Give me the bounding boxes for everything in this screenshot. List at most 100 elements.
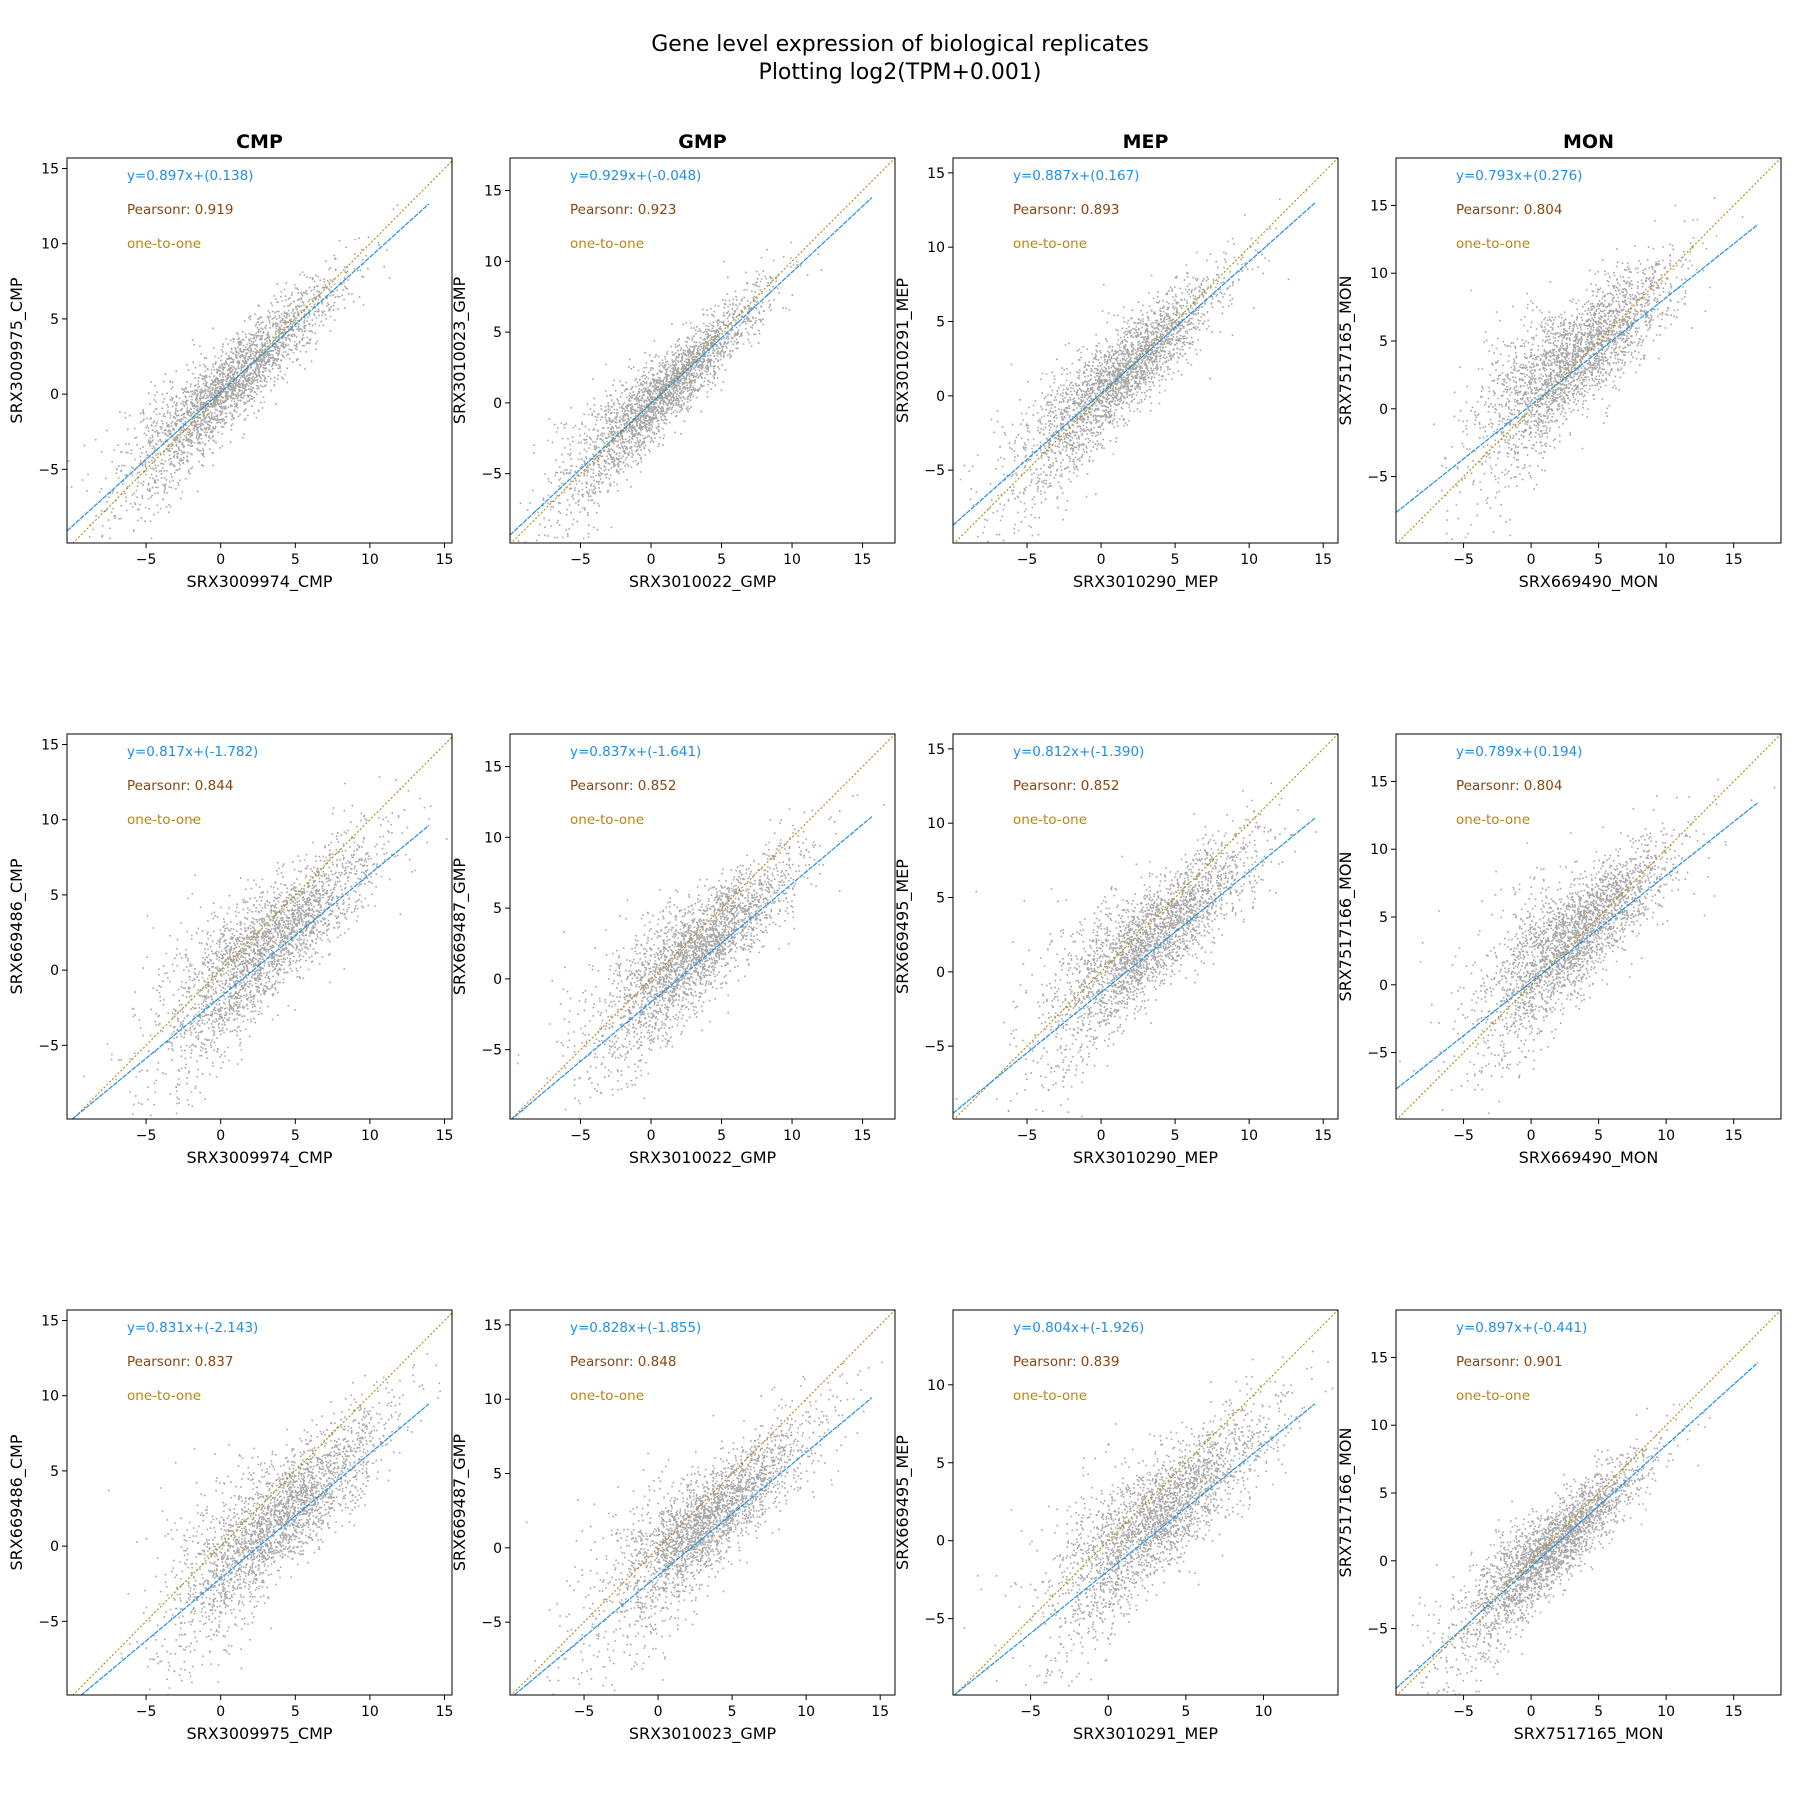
pearson-label: Pearsonr: 0.919 — [127, 202, 233, 218]
x-tick-label: 0 — [1527, 552, 1536, 568]
one-to-one-label: one-to-one — [1456, 236, 1530, 252]
y-axis-label: SRX7517166_MON — [1336, 1428, 1356, 1578]
fit-line — [1396, 224, 1759, 514]
column-title: CMP — [236, 131, 283, 153]
y-tick-label: 15 — [484, 184, 502, 200]
x-tick-label: −5 — [570, 1128, 591, 1144]
y-tick-label: −5 — [1367, 1046, 1388, 1062]
pearson-label: Pearsonr: 0.804 — [1456, 778, 1562, 794]
x-tick-label: −5 — [136, 1704, 157, 1720]
x-axis-label: SRX7517165_MON — [1514, 1724, 1664, 1744]
x-tick-label: 5 — [1594, 552, 1603, 568]
x-axis-label: SRX669490_MON — [1519, 572, 1659, 592]
one-to-one-line — [953, 158, 1338, 543]
y-tick-label: 10 — [41, 1389, 59, 1405]
x-tick-label: 5 — [1594, 1704, 1603, 1720]
scatter-panel: −5 0 5 10 15 −5 0 5 10 15 SRX3010022_GMP SRX669487_… — [450, 733, 896, 1168]
y-tick-label: 5 — [493, 325, 502, 341]
scatter-panel: −5 0 5 10 15 −5 0 5 10 15 SRX7517165_MON SRX7517166… — [1336, 1309, 1782, 1744]
fit-line — [71, 825, 430, 1119]
y-tick-label: −5 — [481, 1043, 502, 1059]
y-axis-label: SRX7517165_MON — [1336, 276, 1356, 426]
x-tick-label: 5 — [1594, 1128, 1603, 1144]
x-axis-label: SRX669490_MON — [1519, 1148, 1659, 1168]
one-to-one-label: one-to-one — [1013, 236, 1087, 252]
one-to-one-label: one-to-one — [1013, 812, 1087, 828]
pearson-label: Pearsonr: 0.893 — [1013, 202, 1119, 218]
plot-area — [67, 160, 452, 543]
x-tick-label: 0 — [1527, 1704, 1536, 1720]
data-points — [525, 1361, 883, 1695]
y-tick-label: 5 — [1379, 910, 1388, 926]
y-tick-label: 15 — [41, 162, 59, 178]
axes-frame — [952, 1309, 1339, 1696]
fit-line — [953, 1403, 1316, 1695]
y-tick-label: −5 — [1367, 1622, 1388, 1638]
scatter-panel: −5 0 5 10 −5 0 5 10 SRX3010291_MEP SRX669495_MEP y… — [893, 1309, 1339, 1744]
x-tick-label: 15 — [1725, 552, 1743, 568]
fit-line — [67, 203, 430, 532]
one-to-one-line — [953, 734, 1338, 1119]
axes-frame — [66, 1309, 453, 1696]
x-tick-label: 5 — [728, 1704, 737, 1720]
axes-frame — [952, 733, 1339, 1120]
axes-frame — [509, 1309, 896, 1696]
x-tick-label: 5 — [291, 552, 300, 568]
y-tick-label: 0 — [50, 387, 59, 403]
x-tick-label: 0 — [1097, 552, 1106, 568]
y-tick-label: 5 — [936, 891, 945, 907]
one-to-one-line — [72, 160, 452, 543]
plot-area — [71, 736, 452, 1119]
one-to-one-label: one-to-one — [127, 236, 201, 252]
fit-equation-label: y=0.831x+(-2.143) — [127, 1320, 258, 1336]
axes-frame — [1395, 157, 1782, 544]
pearson-label: Pearsonr: 0.804 — [1456, 202, 1562, 218]
y-axis-label: SRX669495_MEP — [893, 859, 913, 994]
x-axis-label: SRX3010291_MEP — [1073, 1724, 1218, 1744]
axes-frame — [66, 157, 453, 544]
x-tick-label: −5 — [1453, 1128, 1474, 1144]
one-to-one-label: one-to-one — [1456, 1388, 1530, 1404]
x-axis-label: SRX3009974_CMP — [186, 1148, 332, 1168]
y-tick-label: 5 — [936, 1456, 945, 1472]
fit-line — [510, 816, 873, 1119]
pearson-label: Pearsonr: 0.844 — [127, 778, 233, 794]
y-tick-label: 10 — [927, 816, 945, 832]
one-to-one-line — [510, 734, 895, 1119]
axes-frame — [1395, 1309, 1782, 1696]
y-tick-label: 0 — [1379, 402, 1388, 418]
scatter-panel: −5 0 5 10 15 −5 0 5 10 15 SRX3009975_CMP SRX669486_… — [7, 1309, 453, 1744]
x-tick-label: 15 — [436, 1128, 454, 1144]
y-tick-label: −5 — [38, 1614, 59, 1630]
x-tick-label: 15 — [1725, 1128, 1743, 1144]
x-tick-label: 0 — [1527, 1128, 1536, 1144]
data-points — [1399, 778, 1776, 1114]
one-to-one-line — [1396, 158, 1781, 543]
y-tick-label: 0 — [493, 1541, 502, 1557]
fit-equation-label: y=0.804x+(-1.926) — [1013, 1320, 1144, 1336]
plot-area — [510, 734, 895, 1119]
x-tick-label: 10 — [1240, 1128, 1258, 1144]
plot-area — [1396, 1310, 1781, 1695]
y-axis-label: SRX669487_GMP — [450, 858, 470, 996]
y-axis-label: SRX3009975_CMP — [7, 277, 27, 423]
y-tick-label: 15 — [41, 738, 59, 754]
x-tick-label: 10 — [1657, 1704, 1675, 1720]
y-tick-label: −5 — [481, 1615, 502, 1631]
x-tick-label: 5 — [291, 1128, 300, 1144]
x-tick-label: 5 — [1171, 1128, 1180, 1144]
y-tick-label: 5 — [50, 888, 59, 904]
one-to-one-line — [510, 1310, 895, 1695]
y-tick-label: 5 — [1379, 334, 1388, 350]
axes-frame — [509, 157, 896, 544]
y-tick-label: 0 — [493, 396, 502, 412]
data-points — [517, 241, 823, 543]
x-tick-label: 5 — [1171, 552, 1180, 568]
data-points — [959, 189, 1308, 543]
fit-line — [1396, 802, 1759, 1090]
y-tick-label: −5 — [1367, 470, 1388, 486]
plot-area — [72, 1312, 452, 1695]
fit-line — [510, 197, 873, 536]
x-tick-label: 15 — [871, 1704, 889, 1720]
